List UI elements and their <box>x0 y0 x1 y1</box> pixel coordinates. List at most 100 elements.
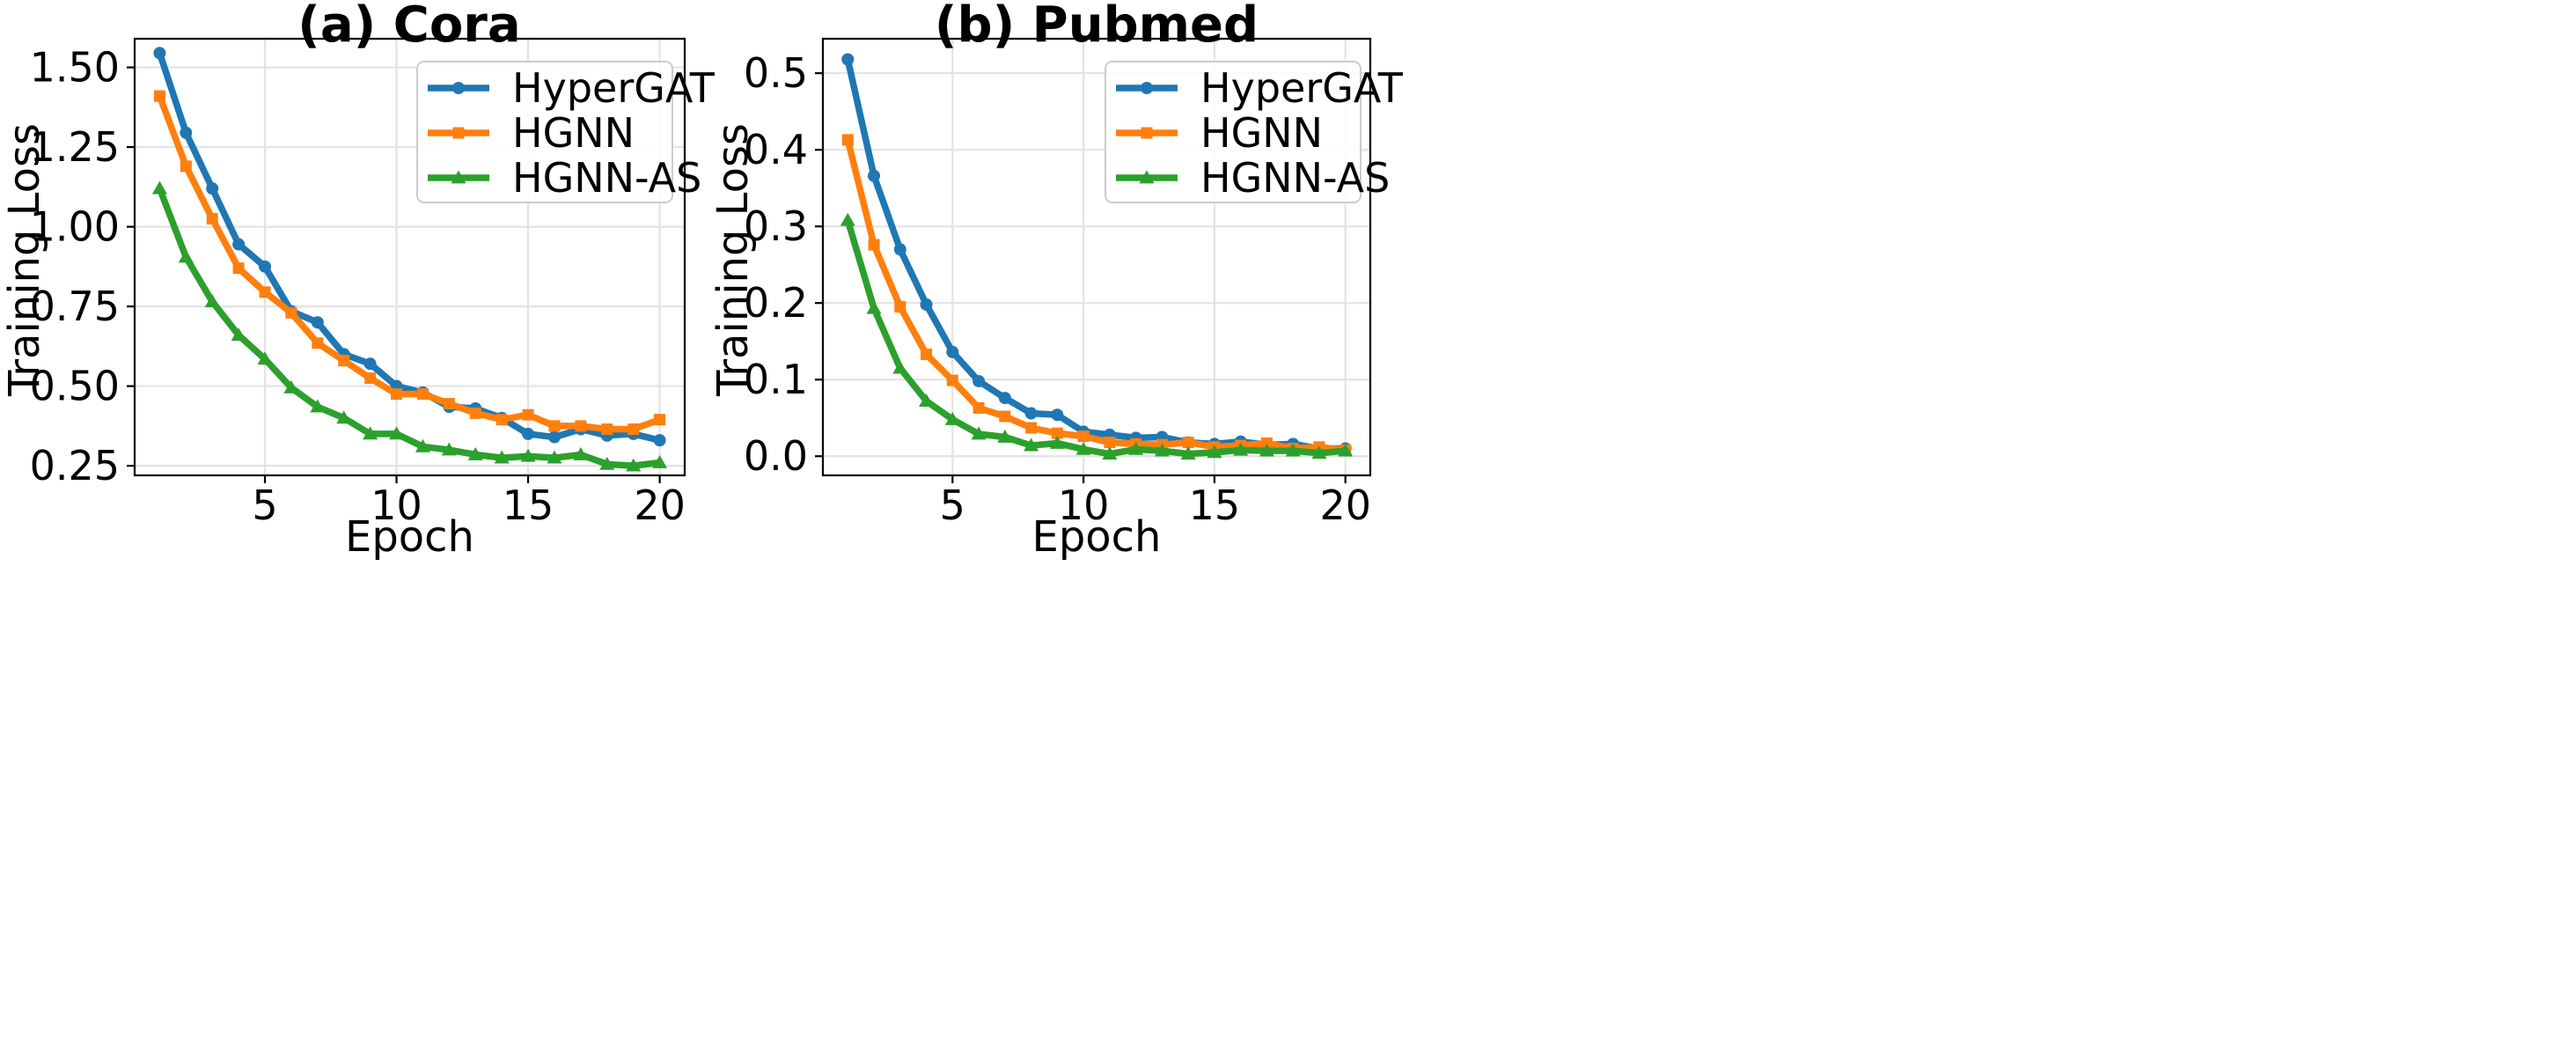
legend-label: HyperGAT <box>512 64 716 112</box>
data-point <box>522 408 534 421</box>
legend-label: HGNN-AS <box>1200 154 1390 202</box>
data-point <box>336 410 352 424</box>
data-point <box>548 420 561 432</box>
data-point <box>1024 438 1039 452</box>
data-point <box>1024 407 1038 420</box>
legend-entry: HGNN-AS <box>428 154 701 202</box>
data-point <box>467 446 483 460</box>
data-point <box>310 399 326 413</box>
data-point <box>573 446 589 460</box>
legend-entry: HGNN-AS <box>1116 154 1390 202</box>
data-point <box>841 53 855 66</box>
y-tick-label: 0.0 <box>744 432 808 480</box>
legend-swatch-marker <box>452 82 465 94</box>
series-line <box>844 217 1349 458</box>
data-point <box>180 126 193 139</box>
data-point <box>1180 446 1196 460</box>
data-point <box>599 456 615 470</box>
legend-frame <box>416 61 673 203</box>
data-point <box>441 442 457 456</box>
data-point <box>601 423 613 436</box>
data-point <box>495 414 508 426</box>
data-point <box>363 426 378 440</box>
legend-swatch-marker <box>1141 82 1153 94</box>
y-axis-label: Training Loss <box>708 123 758 397</box>
data-point <box>1259 443 1274 457</box>
legend-swatch-marker <box>1141 127 1153 139</box>
data-point <box>946 345 959 358</box>
series-hgnn-as <box>840 212 1354 460</box>
y-tick-label: 1.25 <box>30 123 120 171</box>
data-point <box>469 407 481 419</box>
axes-frame <box>821 37 1372 477</box>
legend-entry: HGNN <box>428 109 635 157</box>
data-point <box>204 294 220 308</box>
data-point <box>840 212 855 226</box>
legend-label: HyperGAT <box>1200 64 1404 112</box>
data-point <box>626 458 642 472</box>
data-point <box>415 438 430 452</box>
data-point <box>1338 443 1354 457</box>
data-point <box>920 298 933 311</box>
legend-entry: HyperGAT <box>428 64 716 112</box>
y-tick-label: 0.3 <box>744 202 808 250</box>
data-point <box>627 423 640 436</box>
data-point <box>389 426 405 440</box>
y-tick-label: 0.5 <box>744 49 808 97</box>
data-point <box>206 213 218 225</box>
x-tick-label: 20 <box>1319 482 1371 529</box>
x-tick-label: 10 <box>371 482 422 529</box>
x-tick-label: 10 <box>1058 482 1110 529</box>
data-point <box>1128 441 1144 455</box>
data-point <box>866 300 882 314</box>
data-point <box>972 401 985 414</box>
data-point <box>153 90 165 102</box>
data-point <box>364 372 377 385</box>
data-point <box>1051 408 1064 422</box>
chart-panel-cora: 5 10 15 20 0.25 0.50 0.75 1.00 1.25 1.50 (a) Cora E… <box>0 0 716 562</box>
data-point <box>1102 446 1118 460</box>
data-point <box>180 160 192 173</box>
data-point <box>151 180 167 195</box>
x-tick-label: 20 <box>634 482 686 529</box>
data-point <box>653 434 666 447</box>
data-point <box>1154 443 1170 457</box>
data-point <box>919 393 935 407</box>
data-point <box>921 349 933 361</box>
data-point <box>494 450 510 464</box>
legend-label: HGNN <box>1200 109 1323 157</box>
data-point <box>654 414 666 426</box>
data-point <box>259 260 272 273</box>
data-point <box>283 379 299 393</box>
y-tick-label: 1.00 <box>30 203 120 251</box>
data-point <box>1049 435 1065 449</box>
data-point <box>1051 427 1063 439</box>
data-point <box>1104 437 1116 449</box>
data-point <box>522 427 535 440</box>
data-point <box>363 357 377 371</box>
data-point <box>1182 437 1194 449</box>
data-point <box>153 47 166 60</box>
series-hgnn-as <box>151 180 668 472</box>
data-point <box>893 243 906 256</box>
data-point <box>232 262 245 275</box>
legend-label: HGNN <box>512 109 635 157</box>
data-point <box>338 355 350 367</box>
x-tick-label: 15 <box>503 482 554 529</box>
series-hgnn <box>153 90 666 436</box>
data-point <box>998 392 1011 405</box>
legend-frame <box>1105 61 1361 203</box>
data-point <box>178 249 194 263</box>
legend-swatch-marker <box>452 127 465 139</box>
data-point <box>416 388 429 401</box>
x-axis-label: Epoch <box>345 512 474 562</box>
data-point <box>257 351 273 365</box>
data-point <box>999 410 1011 423</box>
data-point <box>547 450 562 464</box>
x-axis-label: Epoch <box>1032 512 1162 562</box>
data-point <box>1025 422 1038 434</box>
data-point <box>1311 445 1327 460</box>
data-point <box>892 360 908 374</box>
